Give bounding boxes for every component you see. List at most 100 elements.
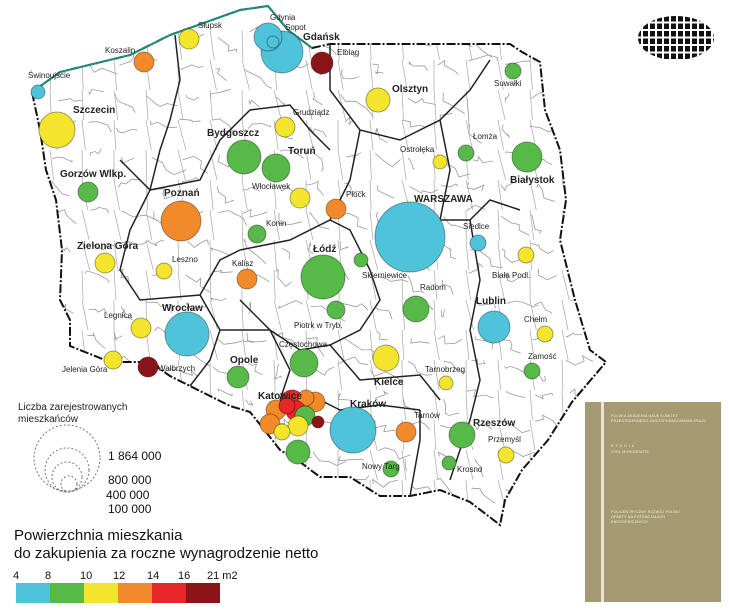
county-border (471, 359, 486, 365)
city-circle (77, 181, 99, 203)
city-label: Legnica (104, 311, 133, 320)
county-border (89, 148, 102, 156)
county-border (145, 119, 152, 151)
city-circle (236, 268, 258, 290)
globe-cell (699, 31, 704, 37)
globe-cell (685, 38, 690, 44)
county-border (369, 179, 372, 211)
county-border (117, 268, 130, 285)
city-circle (432, 154, 448, 170)
county-border (401, 119, 426, 128)
scale-tick: 21 m2 (207, 570, 238, 582)
city-circle (160, 200, 202, 242)
county-border (209, 239, 211, 271)
county-border (58, 98, 82, 102)
county-border (401, 389, 407, 421)
city-circle (353, 252, 369, 268)
globe-cell (678, 23, 683, 29)
voivodeship-border (239, 219, 381, 351)
city-label: Częstochowa (279, 340, 328, 349)
county-border (441, 183, 459, 188)
county-border (241, 329, 247, 361)
legend-circle-100000 (60, 475, 78, 493)
county-border (401, 299, 406, 331)
city-label: Gdańsk (303, 32, 340, 43)
city-circle (38, 111, 76, 149)
county-border (535, 392, 554, 400)
city-label: Gdynia (270, 13, 296, 22)
city-circle (178, 28, 200, 50)
scale-bin (118, 583, 152, 603)
legend-pop-value: 800 000 (108, 473, 152, 487)
scale-bin (16, 583, 50, 603)
county-border (345, 212, 368, 230)
county-border (273, 269, 276, 301)
city-label: Siedlce (463, 222, 490, 231)
county-border (241, 59, 250, 91)
county-border (465, 239, 470, 271)
county-border (244, 360, 263, 376)
scale-bin (152, 583, 186, 603)
voivodeship-border (439, 119, 521, 221)
county-border (113, 331, 123, 341)
city-label: Białystok (510, 175, 555, 186)
city-circle (155, 262, 173, 280)
globe-cell (678, 38, 683, 44)
county-border (529, 389, 533, 421)
county-border (497, 359, 501, 391)
county-border (409, 186, 439, 194)
county-border (180, 369, 198, 377)
county-border (277, 300, 304, 310)
county-border (471, 487, 496, 504)
county-border (377, 185, 395, 199)
county-border (373, 420, 396, 433)
county-border (247, 122, 271, 129)
county-border (530, 242, 554, 254)
globe-cell (699, 46, 704, 52)
county-border (466, 181, 485, 192)
city-circle (329, 406, 377, 454)
county-border (113, 209, 122, 241)
county-border (404, 459, 407, 472)
county-border (241, 89, 243, 121)
county-border (501, 124, 511, 139)
globe-cell (678, 46, 683, 52)
county-border (52, 156, 73, 163)
county-border (147, 239, 165, 247)
county-border (81, 239, 91, 271)
city-label: Nowy Targ (362, 462, 400, 471)
city-circle (137, 356, 159, 378)
county-border (275, 268, 292, 287)
book-series: STUDIA (611, 444, 637, 448)
county-border (50, 180, 70, 197)
county-border (497, 239, 502, 271)
county-border (534, 301, 553, 314)
county-border (504, 271, 520, 283)
globe-cell (671, 31, 676, 37)
county-border (377, 447, 411, 460)
city-circle (247, 224, 267, 244)
county-border (185, 94, 200, 101)
globe-cell (664, 53, 669, 59)
county-border (113, 59, 117, 91)
county-border (474, 458, 484, 478)
city-label: Opole (230, 355, 259, 366)
globe-cell (685, 16, 690, 22)
county-border (118, 239, 150, 245)
county-border (369, 149, 372, 181)
county-border (209, 29, 215, 61)
county-border (185, 302, 207, 311)
county-border (474, 336, 494, 349)
globe-cell (699, 38, 704, 44)
globe-cell (699, 23, 704, 29)
county-border (210, 297, 227, 302)
globe-cell (706, 38, 711, 44)
county-border (401, 59, 408, 91)
county-border (374, 306, 393, 320)
county-border (113, 119, 117, 151)
county-border (497, 59, 504, 91)
scale-bin (84, 583, 118, 603)
county-border (369, 209, 374, 241)
globe-cell (713, 38, 714, 44)
city-circle (374, 201, 446, 273)
